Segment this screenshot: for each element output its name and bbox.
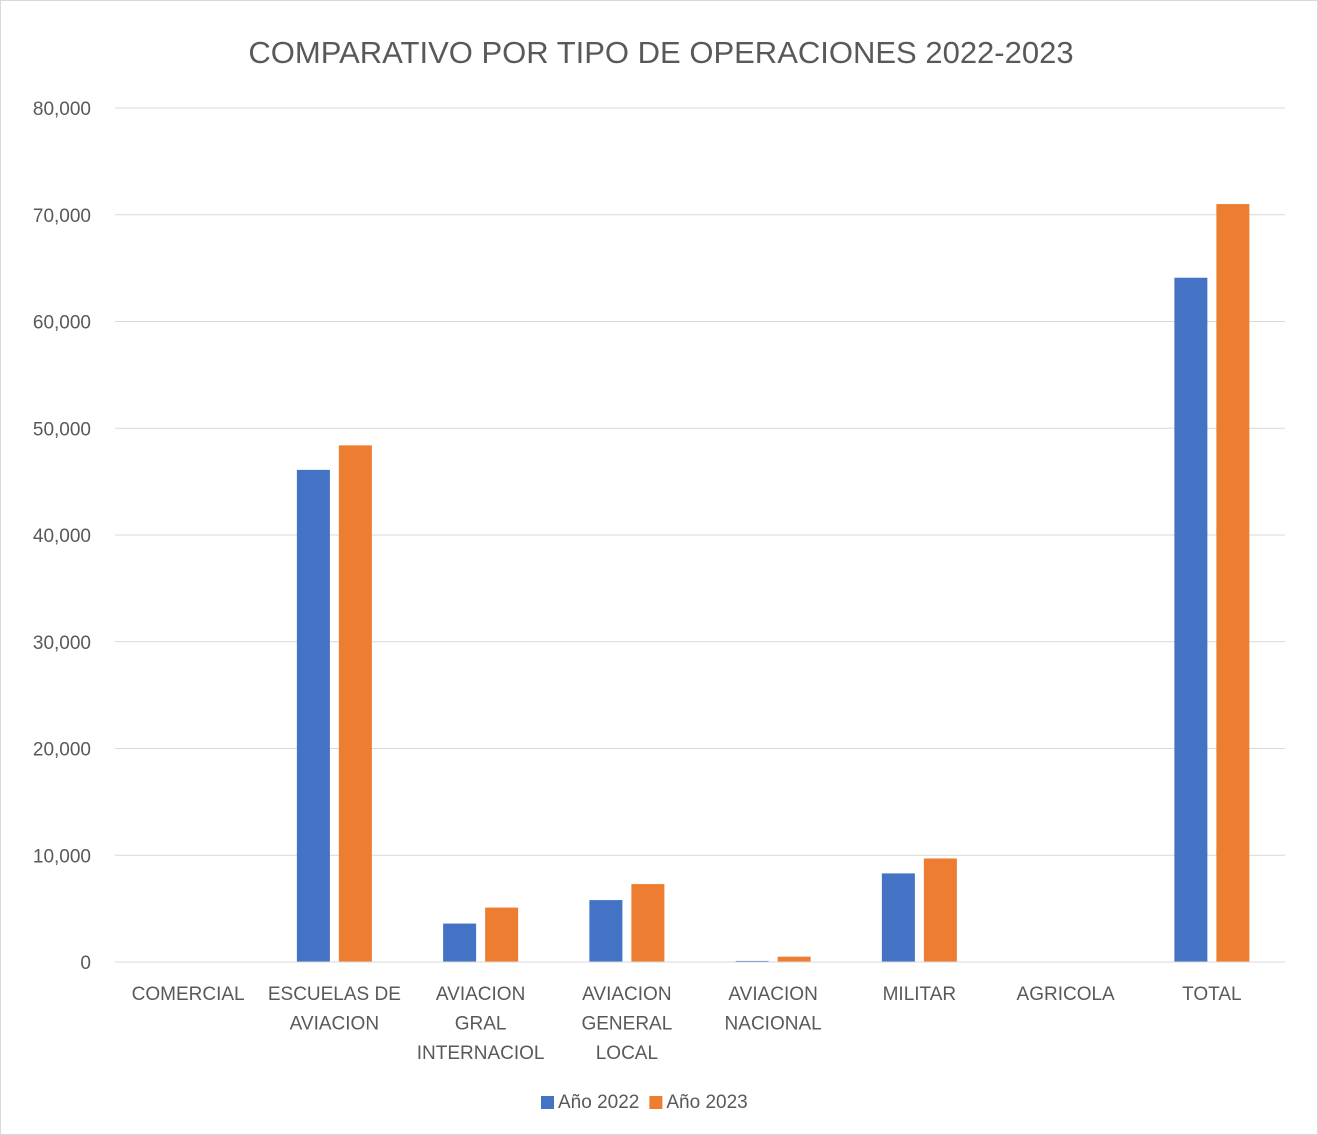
legend-swatch [541,1096,554,1109]
x-category-label: AVIACION GRAL INTERNACIOL [417,984,545,1064]
x-category-label: ESCUELAS DE AVIACION [268,984,401,1035]
x-category-label: TOTAL [1182,984,1241,1005]
chart-title: COMPARATIVO POR TIPO DE OPERACIONES 2022… [248,35,1073,70]
y-tick-label: 10,000 [33,846,91,867]
legend-label: Año 2022 [558,1092,639,1113]
y-tick-label: 0 [80,953,91,974]
x-category-label: COMERCIAL [132,984,245,1005]
bar [338,445,372,963]
bar [881,873,915,962]
y-tick-label: 60,000 [33,313,91,334]
bar [735,960,769,962]
y-tick-label: 30,000 [33,633,91,654]
bar [631,884,665,962]
x-category-label: AVIACION GENERAL LOCAL [581,984,672,1064]
y-tick-label: 70,000 [33,206,91,227]
y-tick-label: 40,000 [33,526,91,547]
x-axis-categories: COMERCIAL ESCUELAS DE AVIACION AVIACION GRAL… [132,984,1242,1064]
bar [296,469,330,962]
bar [777,956,811,962]
legend-swatch [649,1096,663,1109]
bar [589,900,623,962]
y-axis-ticks: 0 10,000 20,000 30,000 40,000 50,000 60,000 70,… [33,99,91,974]
x-category-label: AGRICOLA [1017,984,1116,1005]
gridlines [115,107,1285,856]
y-tick-label: 80,000 [33,99,91,120]
legend: Año 2022 Año 2023 [541,1092,748,1113]
y-tick-label: 20,000 [33,740,91,761]
x-category-label: AVIACION NACIONAL [725,984,822,1035]
bar [485,907,519,962]
bar [1174,277,1208,962]
x-category-label: MILITAR [883,984,957,1005]
bar [443,923,477,962]
bar [1216,204,1250,962]
bar [923,858,957,962]
legend-label: Año 2023 [666,1092,747,1113]
bars [296,204,1250,963]
y-tick-label: 50,000 [33,419,91,440]
